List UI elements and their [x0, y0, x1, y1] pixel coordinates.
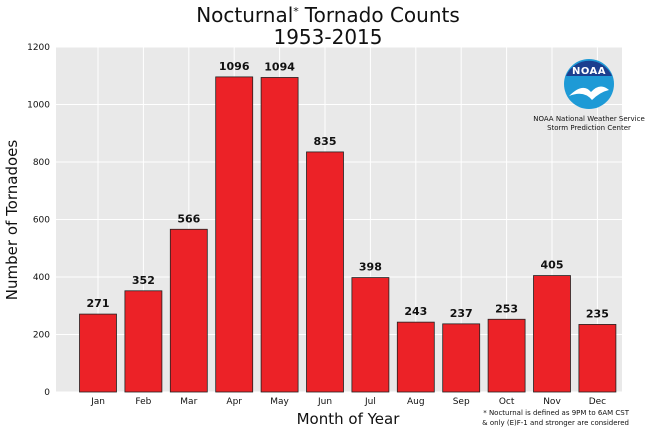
x-tick-label-dec: Dec — [589, 397, 606, 407]
x-tick-label-jun: Jun — [317, 397, 332, 407]
data-label-mar: 566 — [177, 212, 200, 225]
data-label-feb: 352 — [132, 274, 155, 287]
bar-feb — [124, 290, 163, 393]
y-tick-label: 400 — [33, 273, 50, 283]
y-tick-label: 200 — [33, 331, 50, 341]
data-label-aug: 243 — [404, 305, 427, 318]
data-label-apr: 1096 — [219, 60, 250, 73]
bar-dec — [578, 324, 617, 393]
data-label-jun: 835 — [314, 135, 337, 148]
data-label-nov: 405 — [541, 259, 564, 272]
x-tick-label-apr: Apr — [226, 397, 242, 407]
bar-may — [260, 77, 299, 393]
bar-oct — [487, 318, 526, 393]
data-label-dec: 235 — [586, 307, 609, 320]
logo-caption-line1: NOAA National Weather Service — [533, 115, 645, 123]
data-label-jul: 398 — [359, 261, 382, 274]
title-asterisk: * — [293, 5, 299, 18]
noaa-logo: NOAA NOAA National Weather Service Storm… — [533, 59, 645, 132]
x-tick-label-nov: Nov — [543, 397, 561, 407]
y-tick-label: 0 — [44, 388, 50, 398]
bar-jan — [79, 313, 117, 393]
bar-sep — [442, 323, 481, 393]
logo-caption-line2: Storm Prediction Center — [547, 124, 631, 132]
bar-aug — [396, 321, 435, 393]
x-tick-label-sep: Sep — [453, 397, 470, 407]
bar-nov — [533, 275, 571, 393]
footnote-line2: & only (E)F-1 and stronger are considere… — [482, 419, 629, 427]
x-tick-label-feb: Feb — [135, 397, 151, 407]
bar-jun — [306, 151, 344, 393]
bars — [79, 76, 617, 393]
chart-title: Nocturnal* Tornado Counts — [196, 3, 460, 27]
y-tick-label: 1200 — [27, 43, 50, 53]
footnote-line1: * Nocturnal is defined as 9PM to 6AM CST — [483, 409, 630, 417]
x-axis-label: Month of Year — [297, 410, 401, 428]
noaa-logo-top — [566, 60, 612, 76]
x-tick-label-jan: Jan — [90, 397, 105, 407]
x-tick-label-may: May — [270, 397, 289, 407]
data-label-sep: 237 — [450, 307, 473, 320]
x-tick-label-jul: Jul — [364, 397, 376, 407]
x-tick-label-aug: Aug — [407, 397, 425, 407]
bar-labels: 271 352 566 1096 1094 835 398 243 237 253 405 235 — [87, 60, 609, 321]
chart-subtitle: 1953-2015 — [273, 25, 382, 49]
y-axis-ticks: 0 200 400 600 800 1000 1200 — [27, 43, 50, 398]
noaa-logo-acronym: NOAA — [572, 66, 606, 77]
bar-mar — [169, 228, 208, 393]
y-tick-label: 600 — [33, 216, 50, 226]
y-tick-label: 800 — [33, 158, 50, 168]
data-label-jan: 271 — [87, 297, 110, 310]
noaa-logo-gull-icon — [569, 86, 609, 100]
bar-jul — [351, 277, 390, 393]
data-label-oct: 253 — [495, 302, 518, 315]
x-axis-ticks: Jan Feb Mar Apr May Jun Jul Aug Sep Oct Nov Dec — [90, 397, 606, 407]
y-axis-label: Number of Tornadoes — [3, 140, 21, 301]
data-label-may: 1094 — [264, 60, 295, 73]
x-tick-label-mar: Mar — [180, 397, 197, 407]
x-tick-label-oct: Oct — [499, 397, 515, 407]
y-tick-label: 1000 — [27, 101, 50, 111]
bar-apr — [215, 76, 254, 393]
